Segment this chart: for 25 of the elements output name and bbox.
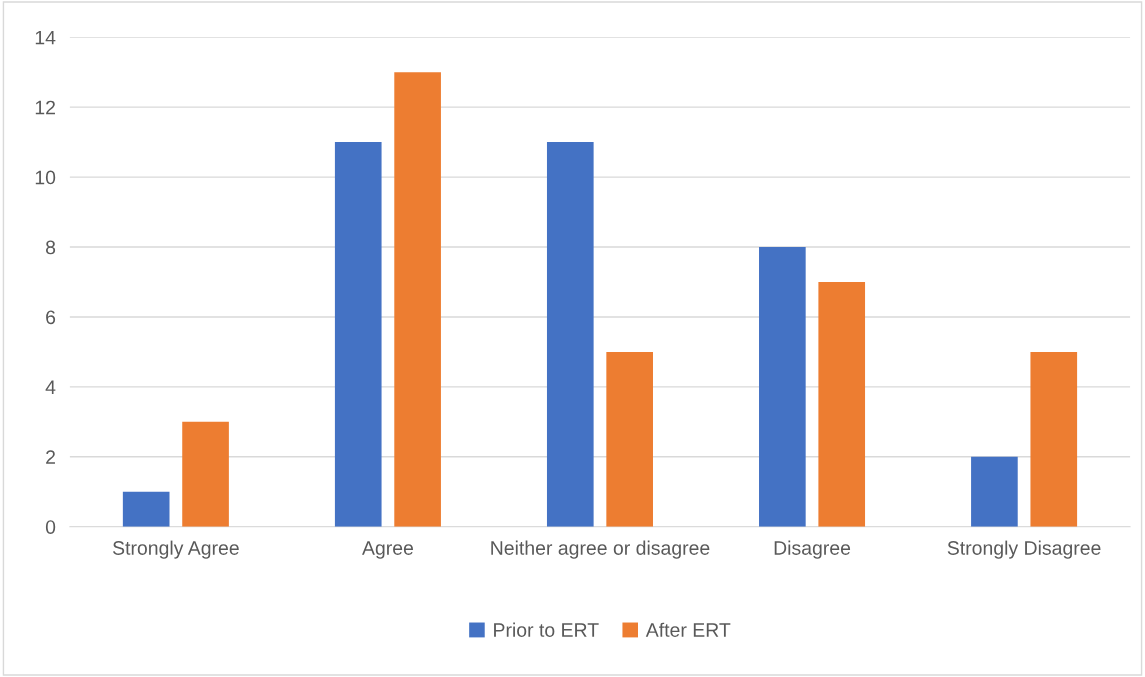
bar (122, 491, 170, 527)
bar (818, 281, 866, 527)
x-tick-label: Strongly Agree (112, 540, 239, 559)
legend-label: After ERT (645, 622, 731, 637)
y-tick-label: 8 (45, 240, 56, 255)
y-tick-label: 4 (45, 380, 56, 394)
bar (182, 421, 229, 527)
y-tick-label: 12 (35, 100, 55, 115)
x-tick-label: Strongly Disagree (947, 540, 1101, 559)
x-tick-label: Agree (362, 541, 414, 559)
y-tick-label: 14 (35, 30, 56, 45)
bar (334, 142, 382, 527)
y-tick-label: 2 (46, 450, 55, 464)
y-tick-label: 0 (45, 520, 56, 534)
y-tick-label: 10 (35, 170, 56, 185)
bar (1030, 351, 1078, 527)
x-tick-label: Disagree (774, 540, 851, 559)
x-tick-label: Neither agree or disagree (491, 540, 710, 559)
bar (546, 142, 594, 527)
bar (971, 456, 1018, 527)
bar (606, 351, 653, 527)
y-tick-label: 6 (46, 310, 56, 325)
bar (394, 72, 441, 527)
legend-label: Prior to ERT (494, 622, 599, 637)
bar (759, 247, 806, 527)
